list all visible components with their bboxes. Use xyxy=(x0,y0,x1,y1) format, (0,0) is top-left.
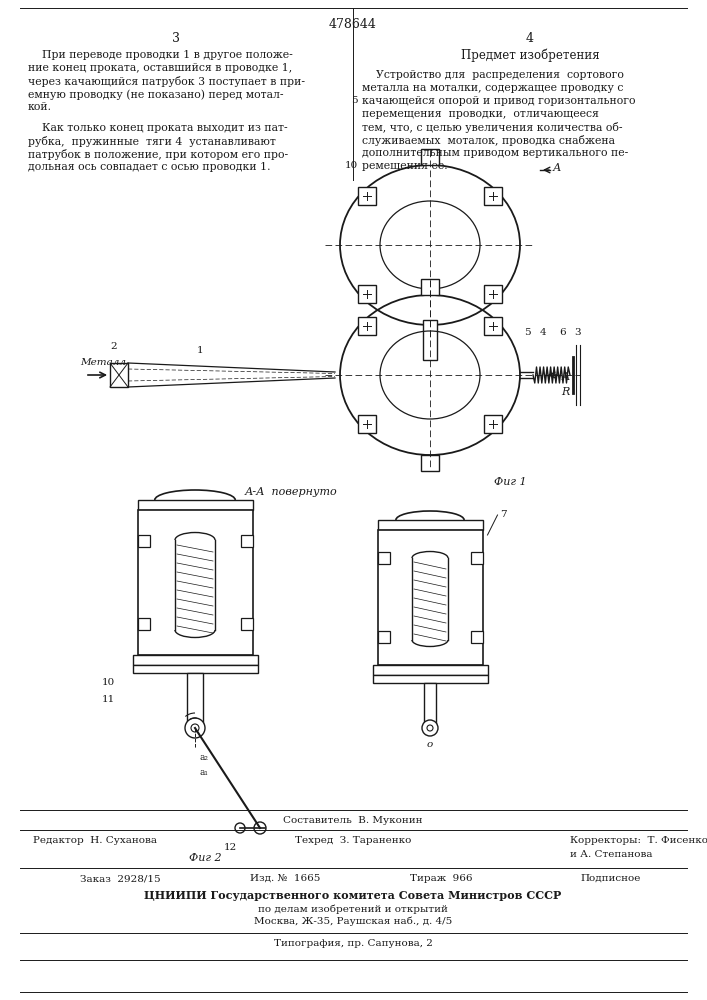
Text: 10: 10 xyxy=(103,678,115,687)
Bar xyxy=(358,187,376,205)
Text: Металл: Металл xyxy=(80,358,126,367)
Bar xyxy=(110,363,128,387)
Circle shape xyxy=(254,822,266,834)
Bar xyxy=(421,279,439,295)
Circle shape xyxy=(191,724,199,732)
Text: a₂: a₂ xyxy=(200,753,209,762)
Text: 4: 4 xyxy=(526,32,534,45)
Text: через качающийся патрубок 3 поступает в при-: через качающийся патрубок 3 поступает в … xyxy=(28,76,305,87)
Text: Предмет изобретения: Предмет изобретения xyxy=(461,48,600,62)
Circle shape xyxy=(422,720,438,736)
Text: рубка,  пружинные  тяги 4  устанавливают: рубка, пружинные тяги 4 устанавливают xyxy=(28,136,276,147)
Text: 10: 10 xyxy=(345,161,358,170)
Bar xyxy=(470,631,482,643)
Bar xyxy=(132,665,257,673)
Text: 11: 11 xyxy=(103,695,115,704)
Text: дольная ось совпадает с осью проводки 1.: дольная ось совпадает с осью проводки 1. xyxy=(28,162,271,172)
Text: Техред  З. Тараненко: Техред З. Тараненко xyxy=(295,836,411,845)
Bar xyxy=(378,631,390,643)
Circle shape xyxy=(235,823,245,833)
Text: Корректоры:  Т. Фисенко: Корректоры: Т. Фисенко xyxy=(570,836,707,845)
Text: ние конец проката, оставшийся в проводке 1,: ние конец проката, оставшийся в проводке… xyxy=(28,63,292,73)
Text: Фиг 2: Фиг 2 xyxy=(189,853,221,863)
Bar xyxy=(378,552,390,564)
Bar xyxy=(423,320,437,360)
Text: R: R xyxy=(561,387,569,397)
Text: патрубок в положение, при котором его про-: патрубок в положение, при котором его пр… xyxy=(28,149,288,160)
Bar xyxy=(137,500,252,510)
Bar xyxy=(137,618,149,630)
Text: 478644: 478644 xyxy=(329,18,377,31)
Text: 4: 4 xyxy=(539,328,547,337)
Bar xyxy=(470,552,482,564)
Text: А-А  повернуто: А-А повернуто xyxy=(245,487,338,497)
Text: емную проводку (не показано) перед мотал-: емную проводку (не показано) перед мотал… xyxy=(28,89,284,100)
Text: Изд. №  1665: Изд. № 1665 xyxy=(250,874,320,883)
Text: Устройство для  распределения  сортового: Устройство для распределения сортового xyxy=(362,70,624,80)
Text: служиваемых  моталок, проводка снабжена: служиваемых моталок, проводка снабжена xyxy=(362,135,615,146)
Text: o: o xyxy=(427,740,433,749)
Bar xyxy=(240,618,252,630)
Text: перемещения  проводки,  отличающееся: перемещения проводки, отличающееся xyxy=(362,109,599,119)
Text: Типография, пр. Сапунова, 2: Типография, пр. Сапунова, 2 xyxy=(274,939,433,948)
Text: Москва, Ж-35, Раушская наб., д. 4/5: Москва, Ж-35, Раушская наб., д. 4/5 xyxy=(254,917,452,926)
Circle shape xyxy=(185,718,205,738)
Bar xyxy=(137,510,252,655)
Text: кой.: кой. xyxy=(28,102,52,112)
Text: Фиг 1: Фиг 1 xyxy=(493,477,526,487)
Text: ЦНИИПИ Государственного комитета Совета Министров СССР: ЦНИИПИ Государственного комитета Совета … xyxy=(144,890,561,901)
Bar xyxy=(187,673,203,728)
Bar xyxy=(132,655,257,665)
Bar xyxy=(358,415,376,433)
Text: 3: 3 xyxy=(172,32,180,45)
Text: 3: 3 xyxy=(575,328,581,337)
Text: по делам изобретений и открытий: по делам изобретений и открытий xyxy=(258,904,448,914)
Text: Тираж  966: Тираж 966 xyxy=(410,874,472,883)
Text: тем, что, с целью увеличения количества об-: тем, что, с целью увеличения количества … xyxy=(362,122,622,133)
Text: 2: 2 xyxy=(111,342,117,351)
Text: Редактор  Н. Суханова: Редактор Н. Суханова xyxy=(33,836,157,845)
Bar xyxy=(373,675,488,683)
Text: 5: 5 xyxy=(524,328,530,337)
Text: А: А xyxy=(553,163,561,173)
Bar xyxy=(378,530,482,665)
Bar xyxy=(484,187,502,205)
Text: и А. Степанова: и А. Степанова xyxy=(570,850,653,859)
Text: металла на моталки, содержащее проводку с: металла на моталки, содержащее проводку … xyxy=(362,83,624,93)
Text: ремещения ее.: ремещения ее. xyxy=(362,161,448,171)
Bar xyxy=(484,285,502,303)
Bar xyxy=(240,535,252,547)
Text: Составитель  В. Муконин: Составитель В. Муконин xyxy=(284,816,423,825)
Bar xyxy=(358,317,376,335)
Text: Подписное: Подписное xyxy=(580,874,641,883)
Text: a₁: a₁ xyxy=(200,768,209,777)
Bar xyxy=(424,683,436,728)
Bar xyxy=(137,535,149,547)
Bar xyxy=(484,415,502,433)
Text: Заказ  2928/15: Заказ 2928/15 xyxy=(80,874,160,883)
Text: 12: 12 xyxy=(223,843,237,852)
Bar xyxy=(358,285,376,303)
Text: качающейся опорой и привод горизонтального: качающейся опорой и привод горизонтально… xyxy=(362,96,636,106)
Text: 1: 1 xyxy=(197,346,204,355)
Bar xyxy=(421,455,439,471)
Text: 5: 5 xyxy=(351,96,358,105)
Text: При переводе проводки 1 в другое положе-: При переводе проводки 1 в другое положе- xyxy=(28,50,293,60)
Text: А: А xyxy=(562,372,571,382)
Circle shape xyxy=(427,725,433,731)
Bar xyxy=(373,665,488,675)
Text: дополнительным приводом вертикального пе-: дополнительным приводом вертикального пе… xyxy=(362,148,629,158)
Text: Как только конец проката выходит из пат-: Как только конец проката выходит из пат- xyxy=(28,123,288,133)
Bar xyxy=(421,149,439,165)
Bar xyxy=(484,317,502,335)
Text: 6: 6 xyxy=(560,328,566,337)
Text: 7: 7 xyxy=(501,510,507,519)
Bar xyxy=(378,520,482,530)
